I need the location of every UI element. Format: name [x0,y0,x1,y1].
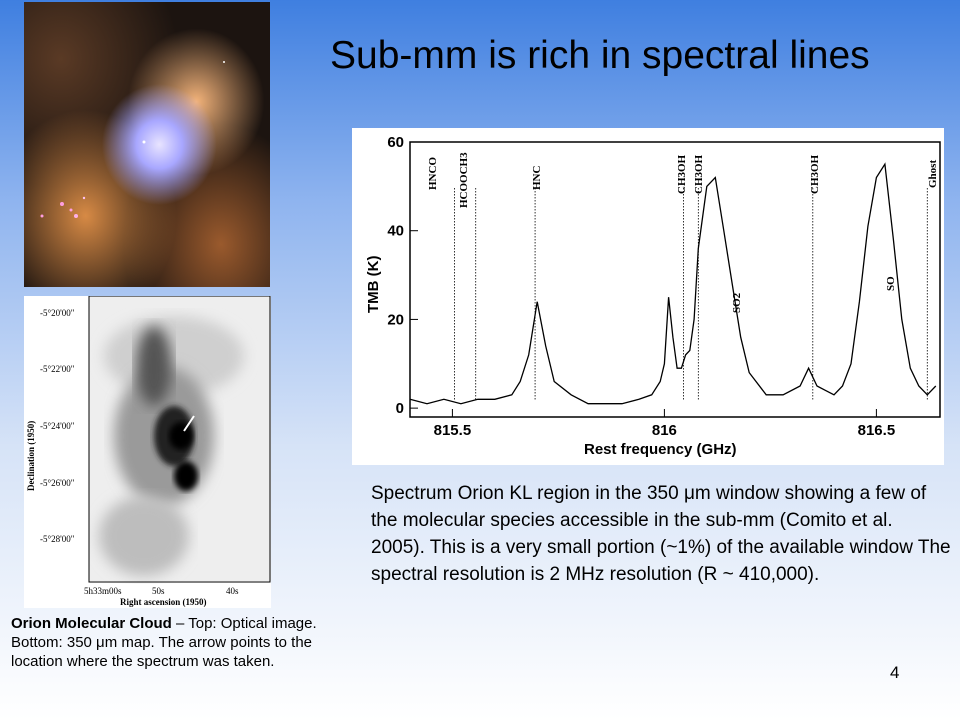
dec-tick: -5°26'00" [40,478,75,488]
label-ch3oh-1: CH3OH [676,154,688,194]
map-dec-ticks: -5°20'00" -5°22'00" -5°24'00" -5°26'00" … [40,308,75,544]
y-tick-label: 60 [387,134,404,151]
label-ghost: Ghost [927,160,939,188]
slide-title: Sub-mm is rich in spectral lines [330,34,870,77]
label-ch3oh-3: CH3OH [809,154,821,194]
map-ylabel: Declination (1950) [26,421,36,491]
label-so2: SO2 [731,292,743,313]
label-hcooch3: HCOOCH3 [458,152,470,208]
y-tick-label: 20 [387,311,404,328]
y-tick-label: 0 [396,400,404,417]
y-axis-title: TMB (K) [365,256,382,313]
dec-tick: -5°22'00" [40,364,75,374]
nebula-stars [40,61,225,218]
label-ch3oh-2: CH3OH [693,154,705,194]
map-xlabel: Right ascension (1950) [120,597,207,607]
dec-tick: -5°20'00" [40,308,75,318]
x-tick-label: 815.5 [434,422,472,439]
y-tick-label: 40 [387,223,404,240]
optical-image [24,2,270,287]
x-tick-label: 816 [652,422,677,439]
species-labels: HNCO HCOOCH3 HNC CH3OH CH3OH CH3OH Ghost… [427,152,939,313]
map-emission [89,296,271,581]
submm-map: -5°20'00" -5°22'00" -5°24'00" -5°26'00" … [24,296,271,608]
ra-tick: 40s [226,586,239,596]
figure-caption: Orion Molecular Cloud – Top: Optical ima… [11,614,356,671]
arrow-icon [183,415,195,432]
ra-tick: 50s [152,586,165,596]
ra-tick: 5h33m00s [84,586,122,596]
page-number: 4 [890,663,900,682]
caption-title: Orion Molecular Cloud [11,615,172,632]
x-tick-label: 816.5 [858,422,896,439]
spectrum-description: Spectrum Orion KL region in the 350 μm w… [371,483,951,585]
label-so: SO [885,276,897,291]
label-hnco: HNCO [427,157,439,190]
dec-tick: -5°28'00" [40,534,75,544]
map-frame [88,296,271,583]
dec-tick: -5°24'00" [40,421,75,431]
label-hnc: HNC [531,166,543,191]
spectrum-chart: 0 20 40 60 815.5 816 816.5 HNCO HCOOCH3 HNC CH… [352,128,944,465]
caption-body: – Top: Optical image. Bottom: 350 μm map… [11,615,317,670]
x-axis-title: Rest frequency (GHz) [584,441,737,458]
spectrum-series-line [409,162,937,405]
plot-frame [409,141,941,418]
